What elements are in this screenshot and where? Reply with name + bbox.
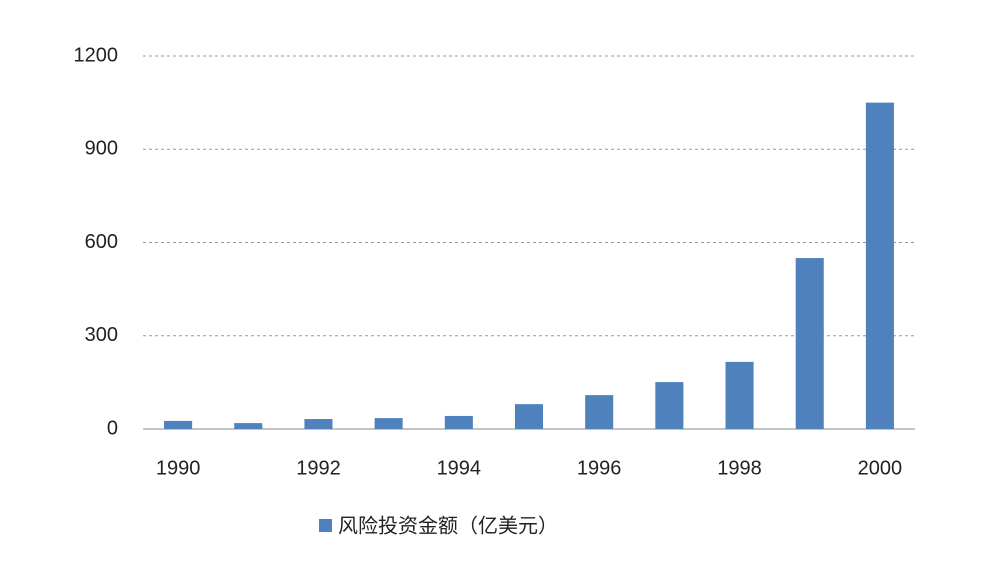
x-tick-label: 1998 (717, 457, 762, 479)
x-tick-label: 1990 (156, 457, 201, 479)
y-tick-label: 0 (107, 417, 118, 439)
bar (164, 420, 193, 429)
bar (514, 404, 544, 429)
y-tick-label: 300 (85, 324, 118, 346)
bar (865, 102, 894, 429)
y-tick-label: 1200 (74, 44, 119, 66)
y-tick-label: 900 (85, 138, 118, 160)
x-tick-label: 1996 (577, 457, 622, 479)
legend-swatch (319, 519, 332, 532)
bar (795, 258, 824, 429)
x-tick-label: 1992 (296, 457, 341, 479)
bar (585, 395, 614, 429)
y-tick-label: 600 (85, 231, 118, 253)
legend-label: 风险投资金额（亿美元） (338, 514, 558, 537)
bar (655, 382, 684, 429)
bar (304, 419, 333, 429)
bar (725, 361, 754, 429)
bar (444, 415, 473, 429)
bar (234, 423, 263, 429)
x-tick-label: 1994 (437, 457, 482, 479)
x-tick-label: 2000 (858, 457, 903, 479)
bar (374, 418, 403, 429)
